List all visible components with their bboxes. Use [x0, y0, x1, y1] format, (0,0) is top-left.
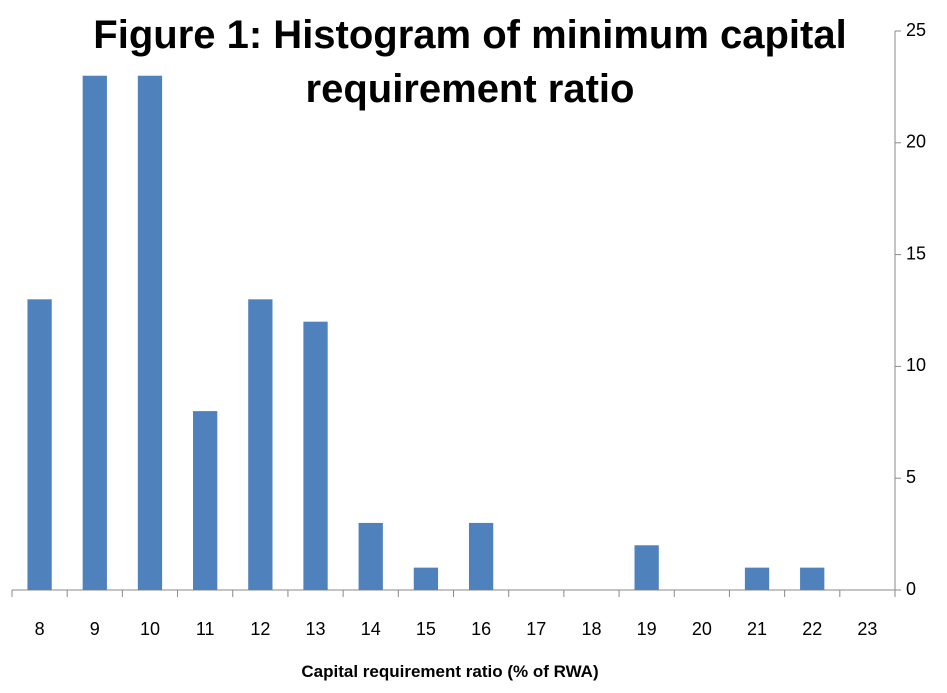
x-tick-label: 11: [196, 619, 215, 639]
x-tick-label: 16: [471, 619, 491, 639]
bar: [248, 299, 273, 590]
x-tick-label: 10: [140, 619, 160, 639]
bar: [193, 411, 218, 590]
x-tick-label: 17: [526, 619, 546, 639]
bar: [468, 522, 494, 590]
bar: [303, 321, 328, 590]
x-tick-label: 8: [35, 619, 45, 639]
bar: [82, 75, 107, 591]
y-tick-label: 10: [906, 355, 926, 375]
x-tick-label: 19: [637, 619, 657, 639]
x-tick-label: 12: [250, 619, 270, 639]
x-tick-label: 22: [802, 619, 822, 639]
y-tick-label: 20: [906, 132, 926, 152]
y-tick-label: 15: [906, 243, 926, 263]
bar: [413, 567, 439, 590]
bar: [634, 545, 659, 590]
x-tick-label: 13: [306, 619, 326, 639]
chart-title: Figure 1: Histogram of minimum capital r…: [93, 13, 847, 111]
x-tick-label: 15: [416, 619, 436, 639]
bar: [137, 75, 163, 591]
x-tick-label: 9: [90, 619, 100, 639]
x-tick-label: 18: [581, 619, 601, 639]
y-tick-label: 5: [906, 467, 916, 487]
x-axis-label: Capital requirement ratio (% of RWA): [301, 662, 599, 681]
bar: [800, 567, 825, 590]
bar: [744, 567, 770, 590]
bar: [27, 299, 52, 590]
x-tick-label: 21: [747, 619, 767, 639]
x-tick-label: 14: [361, 619, 381, 639]
bar: [358, 522, 383, 590]
y-tick-label: 25: [906, 20, 926, 40]
y-tick-label: 0: [906, 579, 916, 599]
x-tick-label: 23: [857, 619, 877, 639]
x-tick-label: 20: [692, 619, 712, 639]
